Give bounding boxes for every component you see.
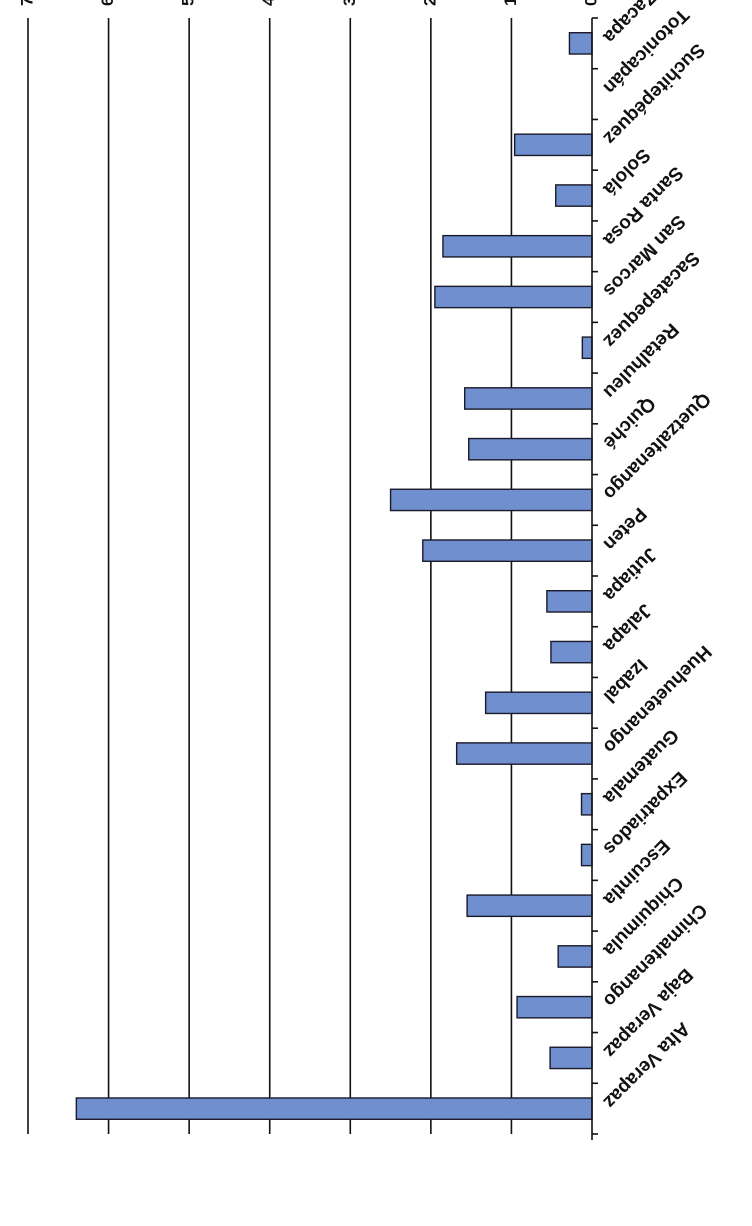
tick-label-7000: 7000 — [17, 0, 36, 6]
bar-4 — [466, 894, 593, 918]
gridlines — [27, 18, 513, 1134]
tick-label-3000: 3000 — [340, 0, 359, 6]
chart-rotated-group: 0 1000 2000 3000 4000 5000 6000 7000 Alta Verap… — [17, 0, 715, 1140]
tick-label-5000: 5000 — [179, 0, 198, 6]
bar-6 — [580, 792, 593, 816]
category-label-10: Jutiapa — [599, 543, 661, 605]
tick-label-0: 0 — [581, 0, 600, 6]
bar-0 — [75, 1097, 593, 1120]
bar-8 — [484, 691, 593, 715]
bar-10 — [546, 590, 593, 613]
bar-9 — [550, 640, 593, 664]
bar-17 — [442, 234, 593, 258]
bar-14 — [463, 387, 593, 410]
bar-3 — [557, 945, 593, 968]
bars — [75, 32, 593, 1120]
tick-label-1000: 1000 — [501, 0, 520, 6]
bar-12 — [389, 488, 593, 512]
category-label-9: Jalapa — [599, 599, 656, 656]
axes — [591, 17, 598, 1140]
bar-21 — [568, 32, 593, 55]
bar-7 — [455, 742, 593, 765]
category-label-0: Alta Verapaz — [599, 1018, 694, 1113]
bar-1 — [549, 1046, 593, 1070]
bar-2 — [516, 995, 593, 1019]
bar-16 — [434, 285, 593, 309]
tick-label-2000: 2000 — [420, 0, 439, 6]
bar-11 — [422, 539, 593, 562]
bar-5 — [580, 843, 593, 867]
category-label-1: Baja Verapaz — [599, 964, 697, 1062]
value-tick-labels: 0 1000 2000 3000 4000 5000 6000 7000 — [17, 0, 600, 6]
bar-13 — [468, 437, 593, 461]
bar-18 — [555, 184, 593, 207]
bar-15 — [581, 336, 593, 360]
tick-label-4000: 4000 — [259, 0, 278, 6]
bar-19 — [513, 133, 593, 157]
tick-label-6000: 6000 — [98, 0, 117, 6]
